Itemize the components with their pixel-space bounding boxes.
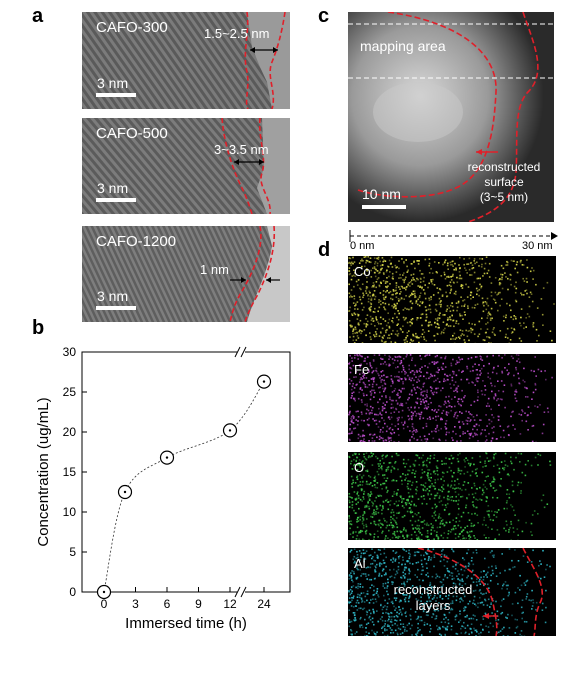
reconstructed-surface-label: reconstructed surface (3~5 nm) [467,160,541,204]
panel-label-a: a [32,5,44,27]
eds-speckle-texture [348,354,553,442]
scale-bar [96,306,136,310]
boundary-inner [229,226,262,322]
tem-image-cafo-500: CAFO-500 3~3.5 nm 3 nm [82,118,290,214]
data-point-center [102,590,106,594]
mapping-area-label: mapping area [360,38,446,54]
y-tick-label: 20 [63,425,77,439]
al-boundary-overlay [417,548,544,636]
boundary-inner [221,118,253,214]
scale-bar-label: 3 nm [97,75,129,91]
tem-lattice-texture [82,226,290,322]
haadf-image: mapping area reconstructed surface (3~5 … [348,12,554,222]
x-tick-label: 0 [101,597,108,611]
sample-label: CAFO-500 [96,125,168,142]
boundary-outer [258,118,271,214]
y-tick-label: 5 [69,545,76,559]
element-label: Co [354,264,371,279]
x-tick-label: 9 [195,597,202,611]
element-label: Al [354,556,366,571]
panel-label-b: b [32,317,45,339]
x-tick-label: 3 [132,597,139,611]
element-label: O [354,460,365,475]
thickness-label: 3~3.5 nm [214,142,269,157]
x-tick-label: 6 [164,597,171,611]
y-tick-label: 10 [63,505,77,519]
y-tick-label: 15 [63,465,77,479]
scale-bar [96,198,136,202]
linescan-axis [349,230,558,242]
data-point-center [165,456,169,459]
data-point-center [123,490,127,494]
scale-bar-label: 3 nm [97,288,129,304]
thickness-label: 1 nm [200,262,229,277]
y-tick-label: 25 [63,385,77,399]
eds-speckle-texture [348,452,552,540]
element-label: Fe [354,362,370,377]
tem-image-cafo-1200: CAFO-1200 1 nm 3 nm [82,226,290,322]
tem-lattice-texture [82,12,290,109]
x-tick-label: 12 [223,597,237,611]
data-point-center [228,429,232,432]
sample-label: CAFO-300 [96,19,168,36]
axis-break-mark [240,346,247,358]
eds-map-o: O [348,452,556,540]
eds-map-al: Al reconstructed layers [348,548,556,636]
eds-map-fe: Fe [348,354,556,442]
thickness-label: 1.5~2.5 nm [204,26,270,41]
linescan-end-label: 30 nm [522,240,553,252]
linescan-start-label: 0 nm [350,240,375,252]
tem-lattice-texture [82,118,290,214]
scale-bar [96,93,136,97]
panel-label-c: c [318,5,330,27]
x-axis-label: Immersed time (h) [125,615,247,632]
boundary-outer [244,226,276,322]
y-tick-label: 30 [63,345,77,359]
surface-boundary-inner [357,12,497,198]
scale-bar [362,205,406,209]
axis-break-gap-top [237,348,245,356]
panel-label-d: d [318,239,331,261]
axis-break-gap-bottom [237,588,245,596]
concentration-chart: 0 5 10 15 20 25 30 0 3 6 9 12 24 Immersed time (h) Con… [35,345,291,632]
haadf-texture [348,12,554,222]
scale-bar-label: 3 nm [97,180,129,196]
scale-bar-label: 10 nm [362,186,401,202]
y-axis-label: Concentration (ug/mL) [35,397,52,546]
eds-speckle-texture [348,548,551,636]
tem-image-cafo-300: CAFO-300 1.5~2.5 nm 3 nm [82,12,290,109]
y-tick-label: 0 [69,585,76,599]
axis-break-mark [234,346,241,358]
boundary-inner [244,12,249,109]
sample-label: CAFO-1200 [96,233,177,250]
axis-break-mark [240,586,247,598]
reconstructed-layers-label: reconstructed layers [393,582,473,613]
eds-map-co: Co [348,256,556,343]
plot-frame [81,351,291,593]
boundary-outer [269,12,286,109]
data-point-center [262,380,266,383]
axis-break-mark [234,586,241,598]
x-tick-label: 24 [257,597,271,611]
surface-boundary-outer [467,12,539,222]
eds-speckle-texture [348,256,555,343]
